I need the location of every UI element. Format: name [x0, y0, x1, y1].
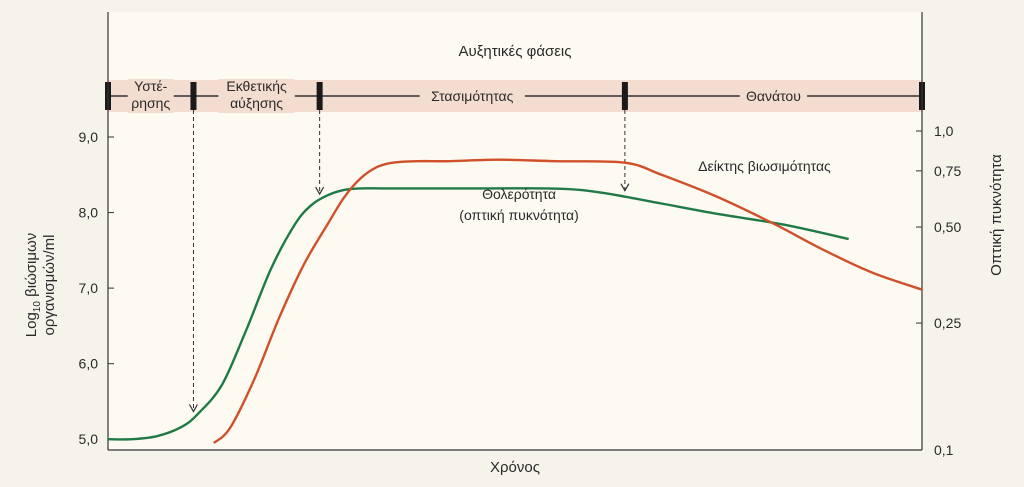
- phase-label-bg: [419, 86, 525, 106]
- left-tick-label: 6,0: [79, 356, 99, 372]
- right-tick-label: 0,50: [934, 219, 961, 235]
- series-label: Δείκτης βιωσιμότητας: [698, 158, 831, 174]
- phase-arrow-head: [188, 404, 198, 413]
- x-axis-label: Χρόνος: [490, 459, 540, 476]
- phase-divider: [621, 82, 628, 110]
- left-tick-label: 5,0: [79, 431, 99, 447]
- right-tick-label: 0,25: [934, 315, 961, 331]
- phase-label-bg: [127, 79, 174, 113]
- left-axis-label-line2: οργανισμών/ml: [41, 235, 58, 336]
- phase-divider: [316, 82, 323, 110]
- phase-label: Υστέ-: [134, 78, 167, 94]
- phase-arrow-head: [315, 186, 325, 196]
- turbidity-line: [107, 187, 849, 441]
- left-tick-label: 8,0: [79, 205, 99, 221]
- phase-label-bg: [218, 79, 295, 113]
- left-tick-label: 9,0: [79, 129, 99, 145]
- right-tick-label: 1,0: [934, 123, 954, 139]
- left-tick-label: 7,0: [79, 280, 99, 296]
- phase-divider: [190, 82, 197, 110]
- viability-line: [212, 158, 923, 444]
- right-tick-label: 0,1: [934, 442, 954, 458]
- left-axis-label: Log10 βιώσιμων οργανισμών/ml: [23, 233, 58, 337]
- phase-label: Εκθετικής: [226, 78, 287, 94]
- phase-arrow-head: [620, 183, 630, 192]
- series-labels: Θολερότητα (οπτική πυκνότητα) Δείκτης βιωσ…: [459, 158, 831, 223]
- phase-label-bg: [739, 86, 808, 106]
- series-group: [107, 158, 923, 444]
- phase-label: Στασιμότητας: [431, 88, 514, 104]
- phases-title: Αυξητικές φάσεις: [458, 43, 571, 60]
- phase-arrows: [188, 110, 630, 413]
- phase-label: Θανάτου: [746, 88, 801, 104]
- left-axis-ticks: 9,0 8,0 7,0 6,0 5,0: [79, 129, 114, 447]
- series-label: (οπτική πυκνότητα): [459, 207, 579, 223]
- phase-label: ρησης: [131, 95, 170, 111]
- right-tick-label: 0,75: [934, 163, 961, 179]
- left-axis-label-line1: Log10 βιώσιμων: [23, 233, 43, 337]
- right-axis-ticks: 1,0 0,75 0,50 0,25 0,1: [916, 123, 961, 458]
- phase-label: αύξησης: [230, 95, 283, 111]
- right-axis-label: Οπτική πυκνότητα: [988, 154, 1005, 276]
- series-label: Θολερότητα: [482, 186, 556, 202]
